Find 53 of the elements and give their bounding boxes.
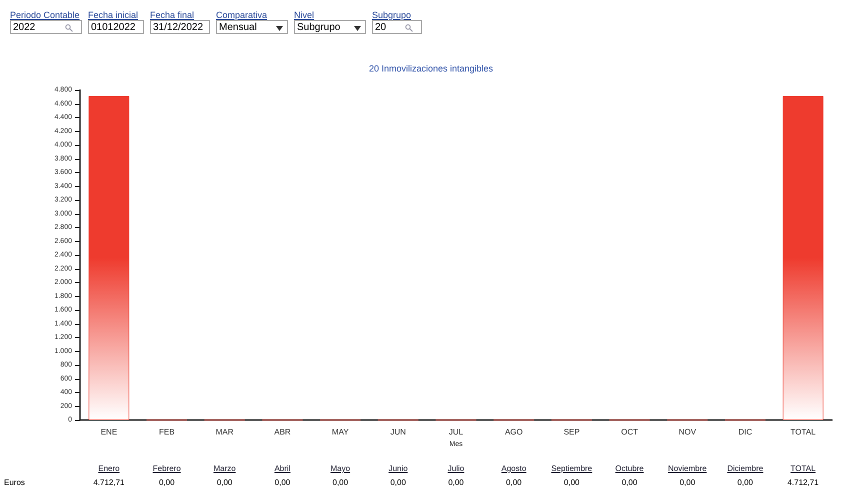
x-tick-label: FEB — [158, 428, 175, 436]
data-label: 0,00 — [620, 478, 638, 487]
text: 2022 — [10, 20, 82, 34]
text: Octubre — [614, 464, 645, 473]
text: Abril — [273, 464, 292, 473]
text: Periodo Contable — [10, 10, 81, 20]
text: Septiembre — [550, 464, 594, 473]
data-label: 0,00 — [332, 478, 350, 487]
x-tick-label: JUL — [448, 428, 464, 436]
text: Marzo — [212, 464, 237, 473]
text: Enero — [97, 464, 121, 473]
x-tick-label: MAY — [332, 428, 350, 436]
text: Fecha inicial — [88, 10, 140, 20]
chart-title: 20 Inmovilizaciones intangibles — [368, 64, 494, 74]
text: 01012022 — [88, 20, 144, 34]
x-tick-label: ABR — [274, 428, 291, 436]
text: Subgrupo — [372, 10, 412, 20]
text: Julio — [446, 464, 466, 473]
data-label: 0,00 — [562, 478, 580, 487]
text: Diciembre — [726, 464, 764, 473]
data-label: 4.712,71 — [786, 478, 820, 487]
x-tick-label: TOTAL — [790, 428, 816, 436]
x-tick-label: NOV — [678, 428, 697, 436]
data-label: 0,00 — [274, 478, 292, 487]
text: 31/12/2022 — [150, 20, 210, 34]
x-tick-label: JUN — [390, 428, 406, 436]
text: Mayo — [330, 464, 352, 473]
x-tick-label: DIC — [738, 428, 752, 436]
data-label: 0,00 — [505, 478, 523, 487]
text: Euros — [4, 478, 25, 487]
text: 20 — [372, 20, 422, 34]
data-label: 0,00 — [736, 478, 754, 487]
x-tick-label: ENE — [100, 428, 118, 436]
text: Mensual — [216, 20, 288, 34]
x-tick-label: SEP — [564, 428, 580, 436]
x-tick-label: MAR — [216, 428, 234, 436]
x-tick-label: OCT — [621, 428, 638, 436]
data-label: 0,00 — [158, 478, 176, 487]
text: Nivel — [294, 10, 316, 20]
text: Junio — [388, 464, 409, 473]
data-label: 0,00 — [389, 478, 407, 487]
x-tick-label: AGO — [504, 428, 523, 436]
text: Febrero — [152, 464, 182, 473]
data-label: 0,00 — [447, 478, 465, 487]
text: Noviembre — [667, 464, 708, 473]
data-label: 0,00 — [678, 478, 696, 487]
data-label: 0,00 — [216, 478, 234, 487]
text: Comparativa — [216, 10, 268, 20]
data-label: 4.712,71 — [92, 478, 126, 487]
text: Agosto — [500, 464, 528, 473]
text: Fecha final — [150, 10, 196, 20]
text: Subgrupo — [294, 20, 366, 34]
text: TOTAL — [790, 464, 817, 473]
